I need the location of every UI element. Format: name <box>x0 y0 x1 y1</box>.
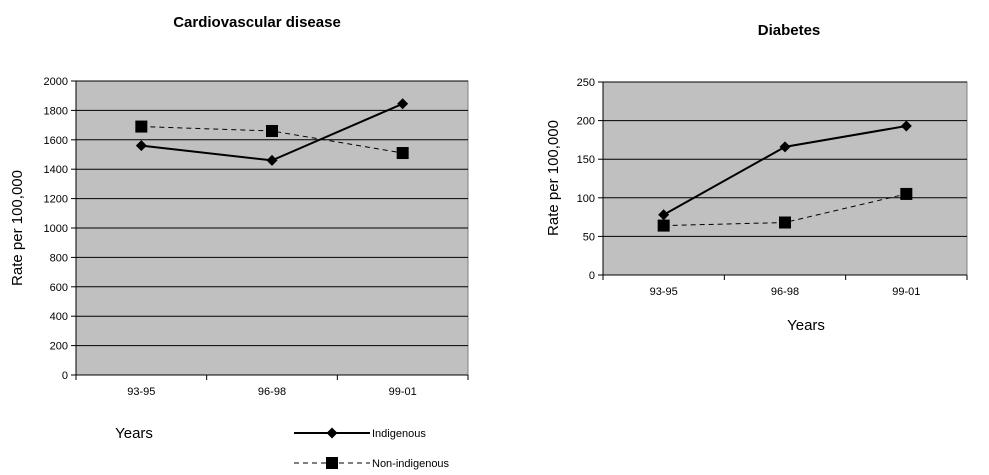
chart-title: Cardiovascular disease <box>173 14 341 31</box>
y-tick-label: 0 <box>62 370 68 382</box>
y-tick-label: 100 <box>577 193 595 205</box>
legend-entry-label: Non-indigenous <box>372 458 450 470</box>
data-point-indigenous <box>900 120 912 132</box>
y-tick-label: 150 <box>577 154 595 166</box>
y-axis-label: Rate per 100,000 <box>545 120 562 236</box>
chart-1: 0 200 400 600 800 1000 1200 1400 1600 1800 2000 93-… <box>9 14 469 442</box>
x-tick-label: 96-98 <box>771 286 799 298</box>
data-point-non-indigenous <box>779 216 791 229</box>
legend: Indigenous Non-indigenous <box>294 427 450 470</box>
y-tick-label: 1000 <box>44 223 68 235</box>
y-tick-label: 800 <box>50 252 68 264</box>
x-tick-label: 93-95 <box>127 386 155 398</box>
legend-marker-diamond <box>326 427 338 439</box>
y-tick-label: 1800 <box>44 105 68 117</box>
y-tick-label: 1600 <box>44 135 68 147</box>
y-tick-label: 2000 <box>44 76 68 88</box>
y-tick-label: 600 <box>50 282 68 294</box>
x-tick-label: 93-95 <box>650 286 678 298</box>
chart-title: Diabetes <box>758 22 821 39</box>
y-tick-label: 1200 <box>44 194 68 206</box>
y-tick-label: 0 <box>589 270 595 282</box>
chart-2: 0 50 100 150 200 250 93-95 96-98 99-01 Diabetes Ra… <box>545 22 968 334</box>
data-point-non-indigenous <box>657 219 670 232</box>
legend-entry-label: Indigenous <box>372 428 426 440</box>
y-tick-label: 50 <box>583 231 595 243</box>
data-point-indigenous <box>779 141 791 153</box>
y-tick-label: 250 <box>577 77 595 89</box>
legend-marker-square <box>326 457 338 469</box>
x-axis-label: Years <box>115 425 153 442</box>
x-axis-label: Years <box>787 317 825 334</box>
x-tick-label: 99-01 <box>389 386 417 398</box>
data-point-indigenous <box>397 98 409 110</box>
x-tick-label: 99-01 <box>892 286 920 298</box>
data-point-non-indigenous <box>135 120 148 133</box>
y-tick-label: 200 <box>577 116 595 128</box>
data-point-indigenous <box>658 209 670 221</box>
data-point-indigenous <box>266 154 278 166</box>
data-point-non-indigenous <box>900 187 913 200</box>
plot-area <box>602 81 968 276</box>
x-tick-label: 96-98 <box>258 386 286 398</box>
data-point-indigenous <box>135 140 147 152</box>
y-tick-label: 400 <box>50 311 68 323</box>
data-point-non-indigenous <box>266 124 278 137</box>
data-point-non-indigenous <box>396 147 409 160</box>
y-tick-label: 1400 <box>44 164 68 176</box>
y-tick-label: 200 <box>50 341 68 353</box>
y-axis-label: Rate per 100,000 <box>9 170 26 286</box>
